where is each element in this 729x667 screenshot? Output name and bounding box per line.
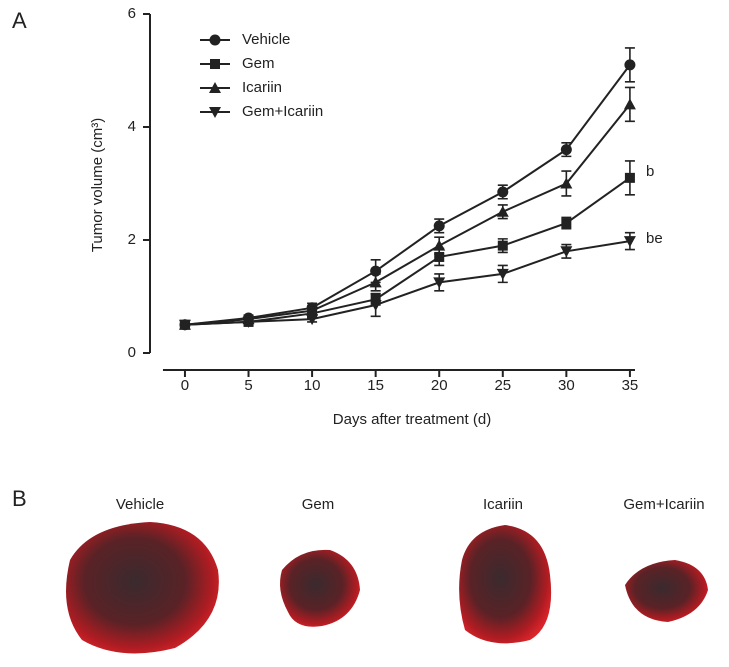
photo-label: Vehicle (116, 496, 164, 513)
x-tick-label: 10 (304, 377, 321, 394)
x-tick-label: 35 (622, 377, 639, 394)
x-tick-label: 25 (494, 377, 511, 394)
data-point (497, 186, 509, 198)
series-line (184, 240, 631, 326)
legend-label: Vehicle (242, 31, 290, 48)
panel-label: B (12, 486, 27, 511)
data-point (178, 319, 191, 331)
x-tick-label: 5 (244, 377, 252, 394)
legend-label: Icariin (242, 79, 282, 96)
y-axis-label: Tumor volume (cm³) (89, 118, 106, 252)
x-tick-label: 0 (181, 377, 189, 394)
y-tick-label: 4 (128, 118, 136, 135)
data-point (496, 205, 509, 217)
annotation: b (646, 163, 654, 180)
legend-label: Gem+Icariin (242, 103, 323, 120)
legend-marker (209, 82, 221, 93)
series-line (184, 103, 631, 326)
y-tick-label: 2 (128, 231, 136, 248)
photo-label: Gem+Icariin (623, 496, 704, 513)
data-point (623, 98, 636, 110)
x-axis-label: Days after treatment (d) (333, 411, 491, 428)
tumor-photo (280, 549, 360, 627)
data-point (369, 276, 382, 288)
legend-marker (209, 34, 221, 46)
data-point (433, 220, 445, 232)
legend-label: Gem (242, 55, 275, 72)
data-point (434, 251, 445, 262)
y-tick-label: 6 (128, 5, 136, 22)
tumor-photo (625, 560, 708, 622)
data-point (624, 59, 636, 71)
data-point (433, 239, 446, 251)
data-point (369, 299, 382, 311)
data-point (560, 177, 573, 189)
tumor-photo (66, 522, 219, 654)
data-point (560, 144, 572, 156)
data-point (496, 268, 509, 280)
series-line (184, 64, 631, 326)
legend-marker (209, 107, 221, 118)
data-point (624, 172, 635, 183)
data-point (623, 236, 636, 248)
x-tick-label: 15 (367, 377, 384, 394)
data-point (433, 277, 446, 289)
data-point (561, 218, 572, 229)
data-point (306, 304, 319, 316)
y-tick-label: 0 (128, 344, 136, 361)
data-point (560, 246, 573, 258)
panel-label: A (12, 8, 27, 33)
tumor-photo (459, 525, 552, 644)
legend-marker (210, 59, 220, 69)
x-tick-label: 30 (558, 377, 575, 394)
annotation: be (646, 230, 663, 247)
data-point (306, 314, 319, 326)
data-point (497, 240, 508, 251)
photo-label: Gem (302, 496, 335, 513)
data-point (242, 316, 255, 328)
photo-label: Icariin (483, 496, 523, 513)
x-tick-label: 20 (431, 377, 448, 394)
